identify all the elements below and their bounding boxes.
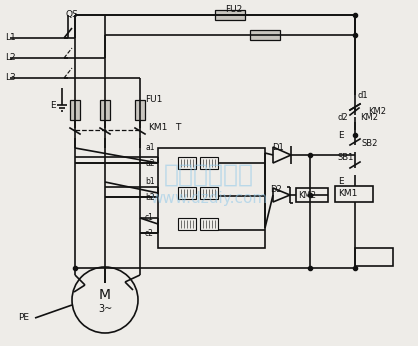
Text: b1: b1 xyxy=(145,177,155,186)
Text: FU1: FU1 xyxy=(145,95,162,104)
Text: www.dzdiy.com: www.dzdiy.com xyxy=(150,191,268,206)
Bar xyxy=(200,218,218,230)
Bar xyxy=(335,186,373,202)
Text: KM2: KM2 xyxy=(368,108,386,117)
Text: b2: b2 xyxy=(145,192,155,201)
Text: SB1: SB1 xyxy=(338,154,354,163)
Bar xyxy=(200,157,218,169)
Text: KM2: KM2 xyxy=(360,113,378,122)
Text: E: E xyxy=(338,177,344,186)
Bar xyxy=(158,148,265,248)
Text: 3~: 3~ xyxy=(98,304,112,314)
Text: a2: a2 xyxy=(145,158,155,167)
Text: L1: L1 xyxy=(5,34,16,43)
Text: FU2: FU2 xyxy=(225,6,242,15)
Bar xyxy=(70,100,80,120)
Text: QS: QS xyxy=(65,9,78,18)
Text: E: E xyxy=(338,130,344,139)
Bar xyxy=(178,218,196,230)
Bar xyxy=(178,187,196,199)
Text: KM1: KM1 xyxy=(338,190,357,199)
Text: c1: c1 xyxy=(145,213,154,222)
Text: KM1: KM1 xyxy=(148,122,167,131)
Text: SB2: SB2 xyxy=(362,138,378,147)
Circle shape xyxy=(72,267,138,333)
Bar xyxy=(178,157,196,169)
Text: a1: a1 xyxy=(145,144,155,153)
Text: PE: PE xyxy=(18,313,29,322)
Text: D2: D2 xyxy=(270,185,282,194)
Bar xyxy=(296,188,328,202)
Text: D1: D1 xyxy=(272,144,284,153)
Text: L2: L2 xyxy=(5,54,15,63)
Text: d2: d2 xyxy=(338,112,349,121)
Bar xyxy=(250,30,280,40)
Bar xyxy=(135,100,145,120)
Text: E: E xyxy=(50,100,56,109)
Text: L3: L3 xyxy=(5,73,16,82)
Text: M: M xyxy=(99,288,111,302)
Text: T: T xyxy=(175,122,181,131)
Bar xyxy=(100,100,110,120)
Text: 电力制作天地: 电力制作天地 xyxy=(164,163,254,187)
Bar xyxy=(215,10,245,20)
Bar xyxy=(200,187,218,199)
Text: d1: d1 xyxy=(358,91,369,100)
Text: KM2: KM2 xyxy=(298,191,316,200)
Bar xyxy=(355,248,393,266)
Text: c2: c2 xyxy=(145,228,154,237)
